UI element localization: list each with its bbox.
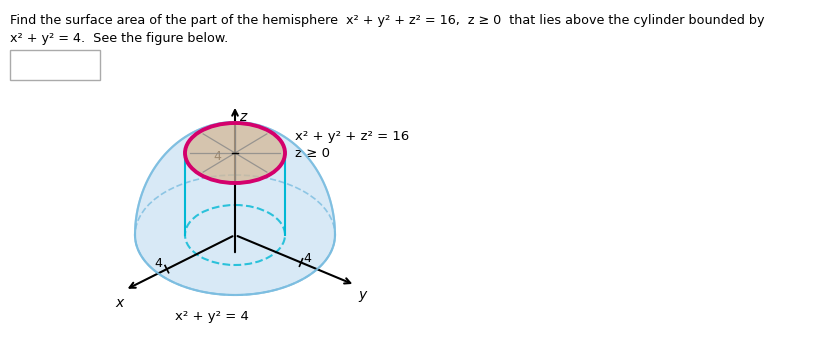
Text: x² + y² = 4: x² + y² = 4 <box>175 310 249 323</box>
Text: x: x <box>115 296 124 310</box>
Text: z: z <box>239 110 246 124</box>
Text: x² + y² = 4.  See the figure below.: x² + y² = 4. See the figure below. <box>10 32 228 45</box>
Text: 4: 4 <box>303 252 311 265</box>
Bar <box>10 50 100 80</box>
Polygon shape <box>135 122 335 295</box>
Text: z ≥ 0: z ≥ 0 <box>295 147 330 160</box>
Text: 4: 4 <box>213 150 221 163</box>
Text: y: y <box>358 288 366 302</box>
Ellipse shape <box>185 123 285 183</box>
Text: Find the surface area of the part of the hemisphere  x² + y² + z² = 16,  z ≥ 0  : Find the surface area of the part of the… <box>10 14 764 27</box>
Text: 4: 4 <box>154 256 163 269</box>
Text: x² + y² + z² = 16: x² + y² + z² = 16 <box>295 130 409 143</box>
